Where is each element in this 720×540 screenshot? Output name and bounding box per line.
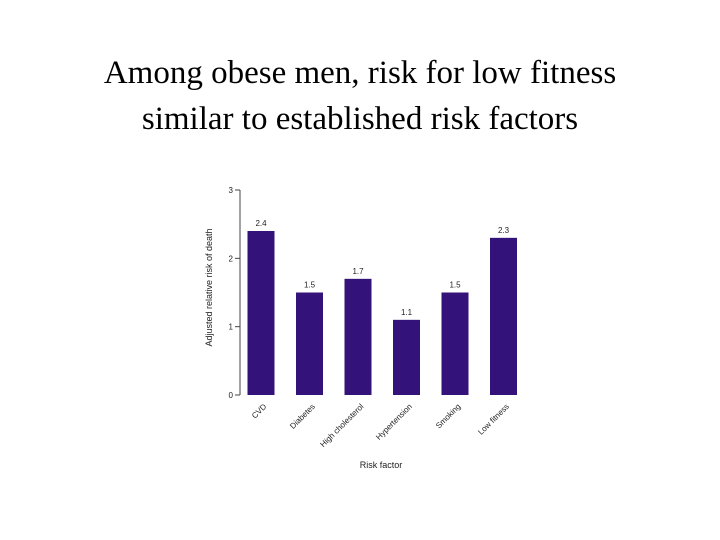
y-tick-label: 0 (229, 391, 234, 400)
bar-value-label: 2.3 (498, 226, 510, 235)
slide-title: Among obese men, risk for low fitness si… (0, 50, 720, 142)
bar (247, 231, 275, 395)
bar (393, 319, 420, 395)
bar (490, 237, 517, 395)
x-tick-label: Diabetes (288, 402, 317, 431)
slide-title-line-2: similar to established risk factors (141, 101, 579, 137)
x-tick-label: CVD (250, 402, 268, 420)
bar-value-label: 2.4 (255, 219, 267, 228)
bar-value-label: 1.5 (449, 281, 461, 290)
x-tick-label: Low fitness (476, 402, 511, 437)
x-tick-label: High cholesterol (318, 402, 365, 449)
x-axis-label: Risk factor (360, 460, 403, 470)
bar-value-label: 1.7 (352, 267, 364, 276)
slide-title-line-1: Among obese men, risk for low fitness (103, 55, 617, 91)
y-axis-label: Adjusted relative risk of death (204, 228, 214, 346)
y-tick-label: 1 (229, 323, 234, 332)
bar-value-label: 1.1 (401, 308, 413, 317)
bar (344, 278, 372, 395)
x-tick-label: Hypertension (374, 402, 414, 442)
y-tick-label: 2 (229, 254, 234, 263)
bar-value-label: 1.5 (304, 281, 316, 290)
y-tick-label: 3 (229, 186, 234, 195)
x-tick-label: Smoking (434, 402, 462, 430)
bar (441, 292, 469, 395)
bar (296, 292, 323, 395)
